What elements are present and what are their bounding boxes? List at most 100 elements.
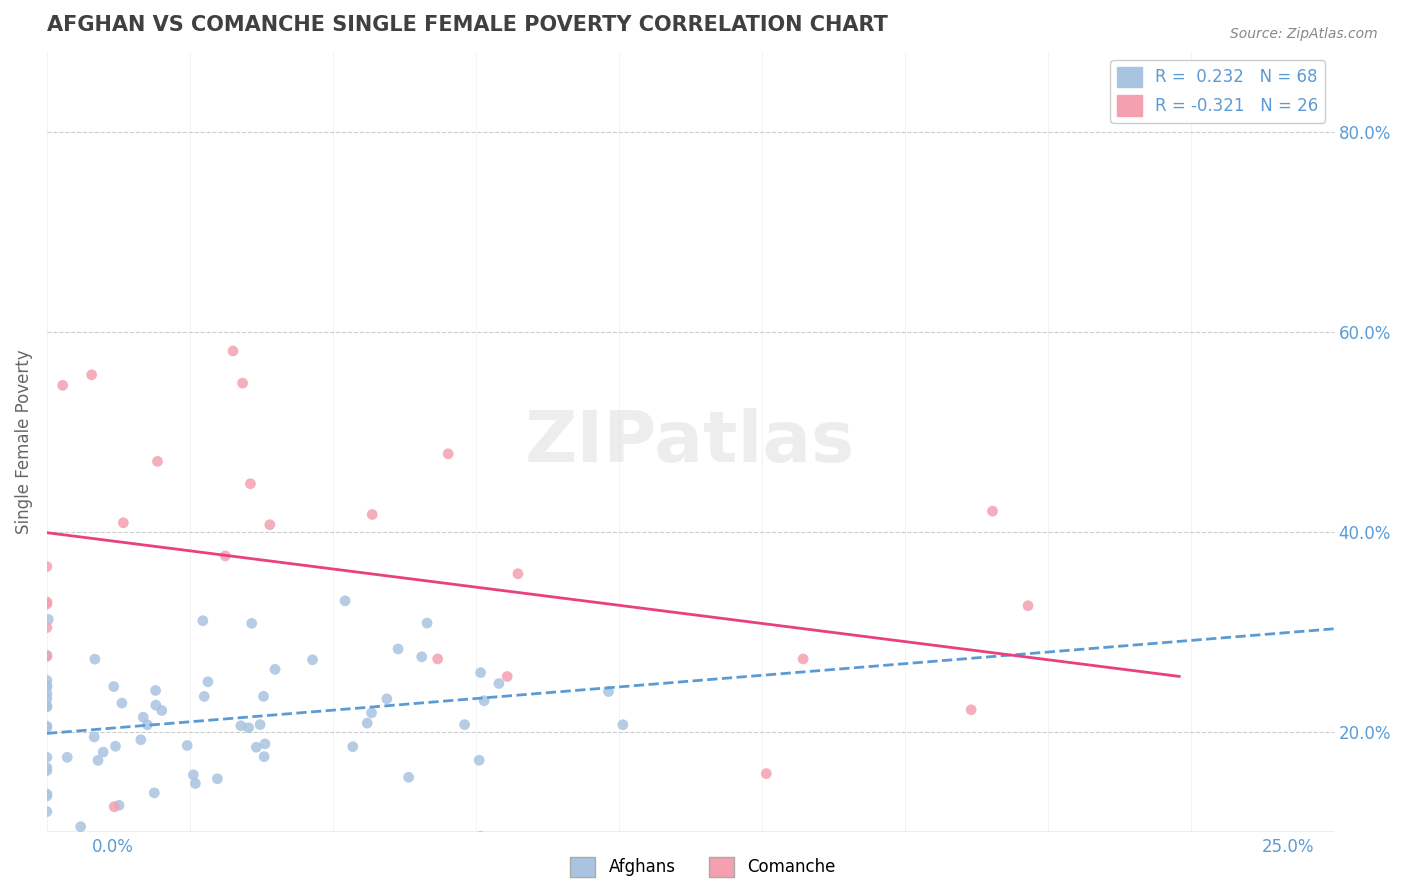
- Text: Source: ZipAtlas.com: Source: ZipAtlas.com: [1230, 27, 1378, 41]
- Point: [1017, 599, 1039, 613]
- Point: [238, 721, 260, 735]
- Point: [253, 737, 276, 751]
- Point: [145, 698, 167, 713]
- Point: [35, 789, 58, 803]
- Point: [184, 776, 207, 790]
- Point: [416, 615, 439, 630]
- Point: [598, 684, 620, 698]
- Point: [249, 717, 271, 731]
- Point: [960, 703, 983, 717]
- Point: [35, 750, 58, 764]
- Point: [375, 692, 398, 706]
- Point: [35, 761, 58, 775]
- Point: [222, 343, 245, 358]
- Point: [472, 694, 495, 708]
- Point: [129, 732, 152, 747]
- Point: [468, 753, 491, 767]
- Point: [470, 830, 492, 844]
- Point: [35, 719, 58, 733]
- Point: [207, 772, 229, 786]
- Text: 25.0%: 25.0%: [1263, 838, 1315, 856]
- Legend: R =  0.232   N = 68, R = -0.321   N = 26: R = 0.232 N = 68, R = -0.321 N = 26: [1111, 60, 1326, 122]
- Point: [333, 594, 356, 608]
- Point: [56, 750, 79, 764]
- Point: [356, 716, 378, 731]
- Point: [361, 508, 384, 522]
- Point: [136, 718, 159, 732]
- Point: [35, 597, 58, 611]
- Point: [145, 683, 167, 698]
- Point: [387, 642, 409, 657]
- Text: ZIPatlas: ZIPatlas: [526, 408, 855, 476]
- Point: [83, 652, 105, 666]
- Point: [104, 739, 127, 754]
- Point: [253, 749, 276, 764]
- Point: [191, 614, 214, 628]
- Point: [229, 719, 252, 733]
- Point: [792, 652, 814, 666]
- Text: AFGHAN VS COMANCHE SINGLE FEMALE POVERTY CORRELATION CHART: AFGHAN VS COMANCHE SINGLE FEMALE POVERTY…: [46, 15, 887, 35]
- Point: [91, 745, 114, 759]
- Point: [132, 710, 155, 724]
- Point: [108, 798, 131, 813]
- Point: [301, 653, 323, 667]
- Point: [342, 739, 364, 754]
- Point: [496, 669, 519, 683]
- Point: [240, 616, 263, 631]
- Point: [239, 476, 262, 491]
- Point: [426, 652, 449, 666]
- Point: [37, 612, 59, 626]
- Point: [398, 770, 420, 784]
- Point: [35, 678, 58, 692]
- Point: [35, 595, 58, 609]
- Point: [35, 621, 58, 635]
- Point: [35, 699, 58, 714]
- Point: [35, 680, 58, 694]
- Point: [176, 739, 198, 753]
- Point: [488, 676, 510, 690]
- Point: [52, 378, 75, 392]
- Point: [103, 680, 125, 694]
- Point: [83, 730, 105, 744]
- Point: [360, 706, 382, 720]
- Point: [755, 766, 778, 780]
- Point: [252, 690, 274, 704]
- Point: [245, 740, 267, 755]
- Point: [35, 559, 58, 574]
- Point: [35, 764, 58, 778]
- Point: [35, 648, 58, 663]
- Point: [172, 867, 194, 881]
- Point: [35, 673, 58, 688]
- Y-axis label: Single Female Poverty: Single Female Poverty: [15, 350, 32, 534]
- Point: [35, 721, 58, 735]
- Point: [69, 820, 91, 834]
- Point: [35, 687, 58, 701]
- Point: [232, 376, 254, 391]
- Point: [181, 768, 204, 782]
- Point: [193, 690, 215, 704]
- Point: [35, 805, 58, 819]
- Point: [506, 566, 529, 581]
- Point: [411, 649, 433, 664]
- Point: [143, 786, 166, 800]
- Legend: Afghans, Comanche: Afghans, Comanche: [564, 850, 842, 884]
- Point: [214, 549, 236, 563]
- Point: [111, 696, 134, 710]
- Point: [87, 753, 110, 767]
- Point: [35, 649, 58, 664]
- Point: [453, 717, 475, 731]
- Point: [35, 692, 58, 706]
- Point: [103, 799, 125, 814]
- Point: [112, 516, 135, 530]
- Point: [35, 699, 58, 714]
- Point: [264, 662, 287, 676]
- Point: [437, 447, 460, 461]
- Point: [612, 717, 634, 731]
- Point: [35, 787, 58, 801]
- Point: [150, 704, 173, 718]
- Point: [80, 368, 103, 382]
- Point: [259, 517, 281, 532]
- Text: 0.0%: 0.0%: [91, 838, 134, 856]
- Point: [470, 665, 492, 680]
- Point: [981, 504, 1004, 518]
